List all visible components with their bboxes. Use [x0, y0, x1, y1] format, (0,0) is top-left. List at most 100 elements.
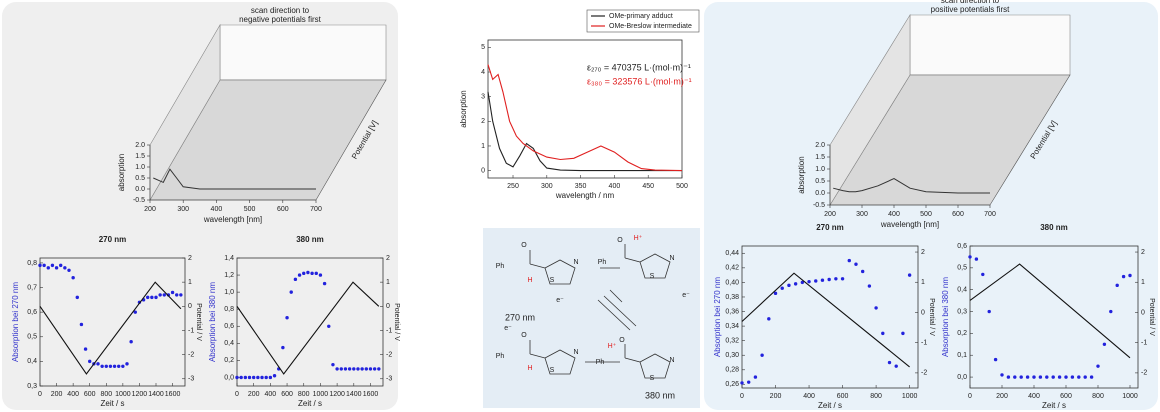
- y-tick-label: 0,32: [725, 338, 739, 345]
- x-tick-label: 200: [248, 391, 260, 398]
- data-point: [840, 277, 845, 281]
- scheme-label: H⁺: [608, 343, 617, 350]
- x-tick-label: 500: [244, 206, 256, 213]
- y-tick-label: 1,0: [224, 289, 234, 296]
- y-tick-label: 0,4: [957, 287, 967, 294]
- scheme-label: S: [650, 375, 655, 382]
- data-point: [260, 375, 264, 380]
- data-point: [50, 263, 55, 268]
- data-point: [793, 282, 798, 286]
- data-point: [847, 258, 851, 263]
- data-point: [42, 263, 46, 268]
- chart-title: positive potentials first: [931, 5, 1010, 14]
- y2-tick-label: 2: [188, 255, 192, 262]
- plot-frame: [969, 245, 1139, 389]
- data-point: [974, 257, 979, 261]
- data-point: [1121, 274, 1126, 279]
- x-tick-label: 1200: [132, 391, 148, 398]
- y2-tick-label: 0: [921, 309, 925, 316]
- data-point: [150, 295, 154, 300]
- scheme-label: 270 nm: [505, 312, 535, 322]
- data-point: [38, 263, 42, 268]
- data-point: [54, 266, 59, 270]
- data-point: [247, 375, 252, 380]
- x-axis-label: Zeit / s: [818, 401, 842, 410]
- data-point: [297, 273, 302, 277]
- data-point: [175, 293, 179, 297]
- y-axis-label: Absorption bei 270 nm: [11, 282, 20, 362]
- x-tick-label: 600: [1060, 393, 1072, 400]
- data-point: [268, 375, 273, 380]
- y2-tick-label: -2: [921, 370, 927, 377]
- data-line: [487, 91, 682, 172]
- scheme-label: N: [669, 357, 674, 364]
- data-point: [1083, 375, 1087, 379]
- y2-tick-label: 2: [386, 255, 390, 262]
- x-tick-label: 600: [281, 391, 293, 398]
- data-point: [293, 277, 298, 282]
- x-tick-label: 200: [144, 206, 156, 213]
- chart-title: scan direction to: [251, 6, 310, 15]
- y-tick-label: 1.5: [815, 154, 825, 161]
- x-tick-label: 400: [265, 391, 277, 398]
- data-point: [1038, 375, 1043, 379]
- data-point: [347, 367, 352, 371]
- x-axis-label: Zeit / s: [100, 399, 124, 408]
- x-tick-label: 700: [310, 206, 322, 213]
- data-point: [79, 322, 84, 327]
- data-point: [162, 293, 166, 297]
- data-point: [1102, 342, 1107, 347]
- scheme-label: 380 nm: [645, 390, 675, 400]
- data-point: [154, 295, 158, 300]
- x-tick-label: 600: [277, 206, 289, 213]
- y-axis-label: Absorption bei 270 nm: [713, 277, 722, 357]
- scheme-label: O: [617, 237, 623, 244]
- data-point: [1045, 375, 1049, 379]
- y-tick-label: 1.0: [135, 164, 145, 171]
- y-tick-label: 1.0: [815, 166, 825, 173]
- data-point: [820, 278, 825, 282]
- plot-frame: [236, 257, 384, 387]
- data-point: [834, 277, 838, 281]
- y-tick-label: 0.0: [135, 186, 145, 193]
- y-tick-label: 0,6: [224, 323, 234, 330]
- data-point: [96, 362, 100, 366]
- data-point: [129, 339, 133, 344]
- data-point: [1089, 375, 1094, 379]
- data-point: [125, 362, 129, 366]
- y-tick-label: 0,3: [957, 308, 967, 315]
- x-tick-label: 600: [952, 211, 964, 218]
- plot-frame: [39, 257, 186, 387]
- y-tick-label: 5: [481, 44, 485, 51]
- data-point: [112, 364, 117, 369]
- y2-tick-label: -2: [188, 351, 194, 358]
- y2-tick-label: -1: [921, 340, 927, 347]
- y-tick-label: 0,3: [27, 383, 37, 390]
- data-point: [121, 364, 125, 369]
- x-tick-label: 500: [920, 211, 932, 218]
- data-point: [331, 362, 335, 367]
- data-point: [1025, 375, 1030, 379]
- y-tick-label: 1,2: [224, 272, 234, 279]
- data-point: [1006, 375, 1011, 379]
- x-tick-label: 400: [803, 393, 815, 400]
- scheme-label: H⁺: [634, 235, 643, 242]
- data-point: [104, 364, 108, 369]
- data-point: [356, 367, 360, 371]
- x-tick-label: 800: [870, 393, 882, 400]
- data-point: [360, 367, 364, 371]
- data-point: [1051, 375, 1055, 379]
- data-point: [327, 324, 331, 328]
- data-point: [343, 367, 348, 371]
- data-point: [1019, 375, 1023, 379]
- data-point: [760, 353, 764, 357]
- y2-tick-label: 0: [386, 303, 390, 310]
- scheme-label: e⁻: [556, 297, 564, 304]
- data-point: [133, 310, 137, 314]
- data-line: [741, 272, 910, 368]
- scheme-label: O: [521, 332, 527, 339]
- y2-tick-label: -3: [386, 376, 392, 383]
- y-tick-label: 0,5: [957, 265, 967, 272]
- data-point: [264, 375, 268, 380]
